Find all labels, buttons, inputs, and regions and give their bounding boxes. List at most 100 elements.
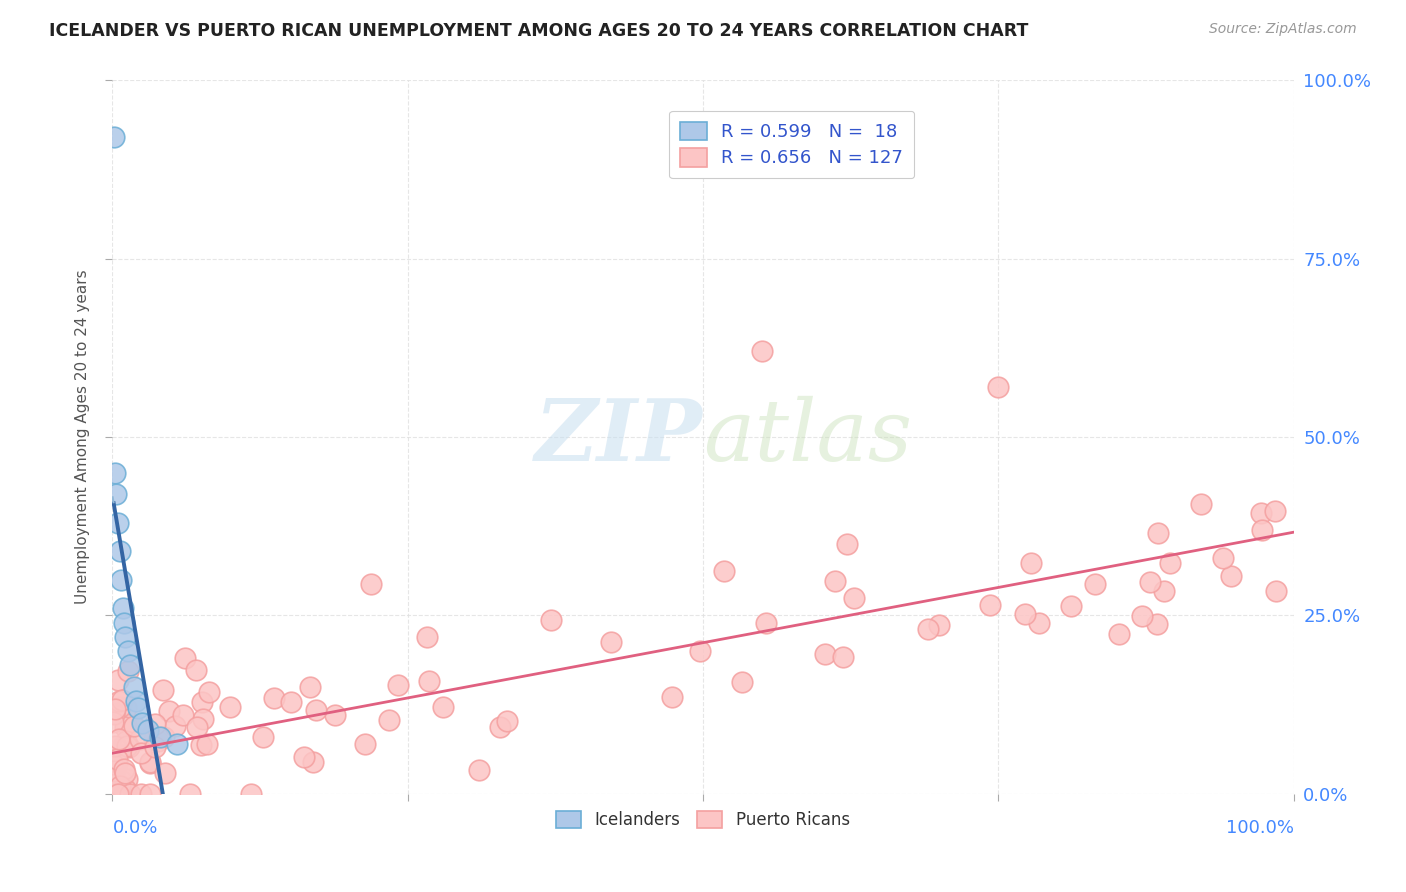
Point xyxy=(112,615,135,630)
Point xyxy=(107,673,129,687)
Point xyxy=(111,693,134,707)
Text: ICELANDER VS PUERTO RICAN UNEMPLOYMENT AMONG AGES 20 TO 24 YEARS CORRELATION CHA: ICELANDER VS PUERTO RICAN UNEMPLOYMENT A… xyxy=(49,22,1029,40)
Point xyxy=(195,737,218,751)
Point xyxy=(1212,550,1234,565)
Point xyxy=(107,731,129,746)
Point xyxy=(139,787,162,801)
Point xyxy=(115,716,138,731)
Point xyxy=(184,663,207,677)
Point xyxy=(824,574,846,588)
Point xyxy=(110,573,132,587)
Point xyxy=(110,787,132,801)
Point xyxy=(142,732,165,747)
Point xyxy=(198,685,221,699)
Point xyxy=(107,782,129,797)
Point xyxy=(107,787,129,801)
Point xyxy=(179,787,201,801)
Point xyxy=(143,717,166,731)
Point xyxy=(112,762,135,776)
Point xyxy=(139,756,162,770)
Point xyxy=(488,720,510,734)
Point xyxy=(143,739,166,754)
Point xyxy=(1059,599,1081,614)
Point xyxy=(125,694,148,708)
Point xyxy=(540,613,562,627)
Point xyxy=(104,701,127,715)
Point xyxy=(108,787,131,801)
Point xyxy=(191,712,214,726)
Point xyxy=(689,644,711,658)
Point xyxy=(131,715,153,730)
Point xyxy=(103,757,125,772)
Point xyxy=(252,731,274,745)
Point xyxy=(114,630,136,644)
Point xyxy=(127,701,149,715)
Point xyxy=(323,707,346,722)
Point xyxy=(928,617,950,632)
Point xyxy=(1251,523,1274,537)
Point xyxy=(108,694,131,708)
Point xyxy=(110,779,132,793)
Point xyxy=(107,756,129,770)
Point xyxy=(105,487,128,501)
Point xyxy=(149,730,172,744)
Point xyxy=(139,756,162,771)
Point xyxy=(377,713,399,727)
Point xyxy=(305,703,328,717)
Point xyxy=(1153,584,1175,599)
Point xyxy=(112,601,135,615)
Point xyxy=(292,749,315,764)
Point xyxy=(104,466,127,480)
Point xyxy=(599,635,621,649)
Point xyxy=(103,706,125,721)
Point xyxy=(1220,569,1243,583)
Point xyxy=(837,537,859,551)
Point xyxy=(360,577,382,591)
Point xyxy=(1014,607,1036,621)
Point xyxy=(136,723,159,737)
Point xyxy=(111,739,134,753)
Text: 100.0%: 100.0% xyxy=(1226,819,1294,837)
Point xyxy=(117,644,139,658)
Point xyxy=(415,630,437,644)
Point xyxy=(418,673,440,688)
Point xyxy=(103,787,125,801)
Point xyxy=(103,130,125,145)
Point xyxy=(117,772,139,787)
Point xyxy=(104,739,127,754)
Point xyxy=(240,787,263,801)
Point xyxy=(814,648,837,662)
Point xyxy=(114,721,136,735)
Point xyxy=(120,658,142,673)
Point xyxy=(118,787,141,801)
Point xyxy=(111,774,134,789)
Point xyxy=(115,739,138,753)
Point xyxy=(186,720,208,734)
Point xyxy=(496,714,519,728)
Text: ZIP: ZIP xyxy=(536,395,703,479)
Point xyxy=(114,734,136,748)
Point xyxy=(218,700,240,714)
Point xyxy=(299,680,322,694)
Text: atlas: atlas xyxy=(703,396,912,478)
Point xyxy=(129,732,152,747)
Point xyxy=(755,615,778,630)
Point xyxy=(103,771,125,785)
Point xyxy=(844,591,866,606)
Point xyxy=(108,787,131,801)
Point xyxy=(731,675,754,690)
Point xyxy=(1084,576,1107,591)
Point xyxy=(354,737,377,751)
Point xyxy=(661,690,683,705)
Y-axis label: Unemployment Among Ages 20 to 24 years: Unemployment Among Ages 20 to 24 years xyxy=(75,269,90,605)
Point xyxy=(1019,556,1042,570)
Point xyxy=(173,650,195,665)
Point xyxy=(108,699,131,714)
Point xyxy=(751,344,773,359)
Point xyxy=(114,766,136,780)
Point xyxy=(152,730,174,744)
Point xyxy=(114,787,136,801)
Point xyxy=(118,739,141,754)
Point xyxy=(1189,497,1212,511)
Point xyxy=(111,787,134,801)
